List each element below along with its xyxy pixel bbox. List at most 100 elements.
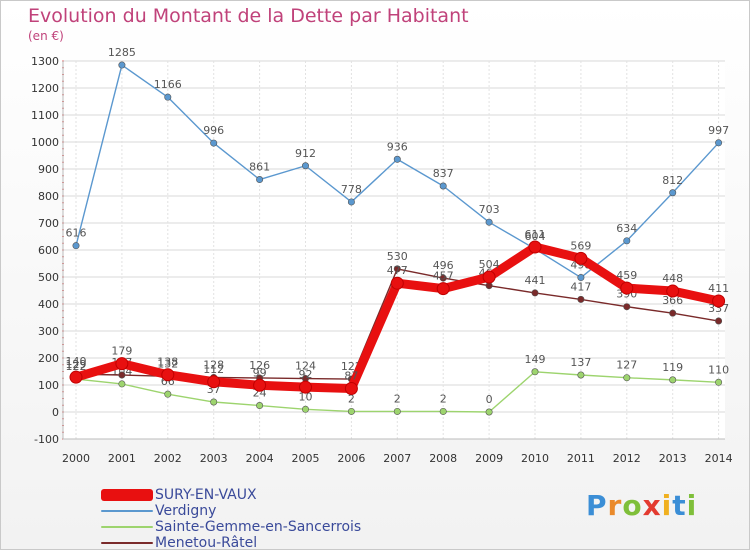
data-label: 87 [344, 370, 358, 383]
x-tick-label: 2010 [521, 452, 549, 465]
chart-title: Evolution du Montant de la Dette par Hab… [28, 5, 469, 27]
data-label: 128 [203, 358, 224, 371]
x-tick-label: 2002 [154, 452, 182, 465]
legend-item: Sainte-Gemme-en-Sancerrois [101, 519, 361, 535]
data-label: 1285 [108, 46, 136, 59]
data-point [482, 270, 496, 284]
data-label: 124 [295, 360, 316, 373]
data-point [207, 375, 221, 389]
data-point [715, 139, 723, 147]
data-point [118, 380, 126, 388]
data-point [164, 93, 172, 101]
data-label: 936 [387, 140, 408, 153]
data-point [72, 242, 80, 250]
legend-item: SURY-EN-VAUX [101, 487, 361, 503]
y-tick-label: 1300 [31, 55, 59, 68]
data-label: 99 [253, 366, 267, 379]
data-point [439, 407, 447, 415]
legend-label: SURY-EN-VAUX [155, 487, 257, 503]
data-point [390, 276, 404, 290]
data-point [118, 61, 126, 69]
logo-letter: P [586, 489, 608, 522]
logo-letter: i [686, 489, 698, 522]
data-point [666, 284, 680, 298]
data-label: 459 [616, 269, 637, 282]
data-point [344, 382, 358, 396]
data-point [623, 237, 631, 245]
data-point [436, 282, 450, 296]
x-tick-label: 2006 [337, 452, 365, 465]
x-tick-label: 2013 [659, 452, 687, 465]
x-tick-label: 2000 [62, 452, 90, 465]
data-point [528, 240, 542, 254]
data-label: 122 [66, 360, 87, 373]
data-label: 997 [708, 124, 729, 137]
x-tick-label: 2008 [429, 452, 457, 465]
y-tick-label: 700 [38, 217, 59, 230]
x-tick-label: 2001 [108, 452, 136, 465]
y-tick-label: 600 [38, 244, 59, 257]
data-label: 616 [66, 227, 87, 240]
proxiti-logo: Proxiti [586, 489, 697, 522]
x-tick-label: 2004 [246, 452, 274, 465]
data-point [393, 407, 401, 415]
data-label: 2 [394, 392, 401, 405]
data-point [623, 303, 631, 311]
y-tick-label: 500 [38, 271, 59, 284]
data-label: 634 [616, 222, 637, 235]
y-tick-label: 200 [38, 352, 59, 365]
data-label: 441 [525, 274, 546, 287]
data-point [256, 176, 264, 184]
data-point [301, 405, 309, 413]
legend-swatch [101, 489, 153, 501]
y-tick-label: 800 [38, 190, 59, 203]
data-point [577, 274, 585, 282]
chart-legend: SURY-EN-VAUX Verdigny Sainte-Gemme-en-Sanc… [101, 487, 361, 551]
data-label: 496 [433, 259, 454, 272]
data-label: 703 [479, 203, 500, 216]
data-point [393, 265, 401, 273]
data-point [393, 155, 401, 163]
data-label: 112 [203, 363, 224, 376]
x-tick-label: 2003 [200, 452, 228, 465]
data-point [669, 189, 677, 197]
y-tick-label: 1000 [31, 136, 59, 149]
legend-item: Verdigny [101, 503, 361, 519]
data-point [715, 378, 723, 386]
data-point [531, 368, 539, 376]
data-label: 530 [387, 250, 408, 263]
legend-swatch [101, 542, 153, 544]
y-tick-label: -100 [34, 433, 59, 446]
data-point [439, 182, 447, 190]
data-label: 137 [570, 356, 591, 369]
data-point [301, 162, 309, 170]
legend-swatch [101, 526, 153, 528]
data-point [347, 407, 355, 415]
data-point [577, 371, 585, 379]
data-point [299, 380, 312, 394]
data-point [161, 368, 175, 382]
data-label: 2 [440, 392, 447, 405]
data-point [118, 371, 126, 379]
data-point [574, 251, 588, 265]
data-label: 477 [387, 264, 408, 277]
data-label: 10 [299, 390, 313, 403]
data-point [69, 370, 83, 384]
data-label: 411 [708, 282, 729, 295]
data-label: 119 [662, 361, 683, 374]
data-label: 337 [708, 302, 729, 315]
logo-letter: o [622, 489, 643, 522]
data-label: 996 [203, 124, 224, 137]
data-label: 129 [66, 358, 87, 371]
x-tick-label: 2014 [705, 452, 733, 465]
x-tick-label: 2009 [475, 452, 503, 465]
data-label: 140 [66, 355, 87, 368]
data-label: 1166 [154, 78, 182, 91]
data-label: 132 [157, 357, 178, 370]
data-label: 778 [341, 183, 362, 196]
data-label: 138 [157, 356, 178, 369]
data-label: 569 [570, 239, 591, 252]
y-tick-label: 1200 [31, 82, 59, 95]
